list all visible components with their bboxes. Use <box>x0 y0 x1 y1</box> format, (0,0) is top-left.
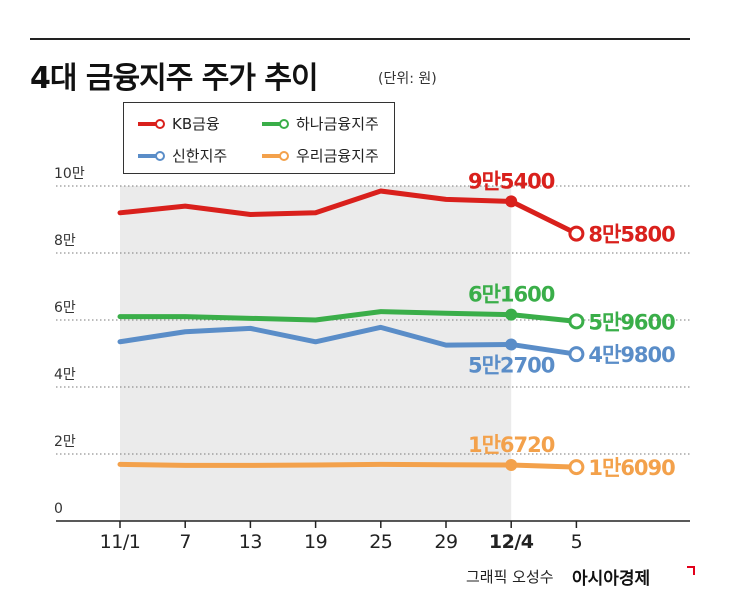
data-label-kb: 9만5400 <box>468 169 555 193</box>
legend-item-hana: 하나금융지주 <box>260 113 379 134</box>
point-marker-woori <box>505 458 518 471</box>
shaded-band <box>120 186 512 521</box>
legend-label-hana: 하나금융지주 <box>296 115 379 133</box>
y-tick-label: 6만 <box>54 300 76 316</box>
series-line-kb <box>117 188 579 237</box>
endpoint-marker-kb <box>568 225 585 242</box>
legend-item-kb: KB금융 <box>136 113 220 134</box>
series-line-shinhan <box>117 324 579 357</box>
top-rule <box>30 38 690 40</box>
y-tick-label: 0 <box>54 501 63 517</box>
unit-note: (단위: 원) <box>378 71 437 87</box>
legend-swatch-hana <box>262 118 289 129</box>
endpoint-marker-hana <box>568 313 585 330</box>
x-tick-label: 12/4 <box>489 531 534 553</box>
x-tick-label: 7 <box>179 531 191 553</box>
data-label-shinhan: 5만2700 <box>468 353 555 377</box>
endpoint-marker-woori <box>568 459 585 476</box>
y-tick-label: 10만 <box>54 166 85 182</box>
legend-swatch-shinhan <box>138 150 165 161</box>
brand-logo: 아시아경제 <box>572 569 651 589</box>
x-tick-label: 5 <box>571 531 583 553</box>
point-marker-shinhan <box>505 338 518 351</box>
x-tick-label: 13 <box>239 531 262 553</box>
chart-title: 4대 금융지주 주가 추이 <box>30 61 319 96</box>
graphic-credit: 그래픽 오성수 <box>466 568 554 586</box>
x-tick-label: 29 <box>434 531 457 553</box>
legend-label-shinhan: 신한지주 <box>172 147 228 165</box>
data-label-hana: 5만9600 <box>588 310 675 334</box>
legend-label-woori: 우리금융지주 <box>296 147 379 165</box>
x-tick-label: 11/1 <box>100 531 141 553</box>
legend-item-shinhan: 신한지주 <box>136 145 227 166</box>
series-line-woori <box>117 461 579 470</box>
point-marker-kb <box>505 195 518 208</box>
legend-swatch-woori <box>262 150 289 161</box>
y-tick-label: 8만 <box>54 233 76 249</box>
data-label-hana: 6만1600 <box>468 283 555 307</box>
legend: KB금융 하나금융지주 신한지주 우리금융지주 <box>123 102 395 174</box>
x-tick-label: 25 <box>369 531 392 553</box>
legend-label-kb: KB금융 <box>172 115 220 133</box>
endpoint-marker-shinhan <box>568 346 585 363</box>
point-marker-hana <box>505 308 518 321</box>
legend-swatch-kb <box>138 118 165 129</box>
data-label-shinhan: 4만9800 <box>588 343 675 367</box>
data-label-kb: 8만5800 <box>588 223 675 247</box>
x-tick-label: 19 <box>304 531 327 553</box>
y-tick-label: 2만 <box>54 434 76 450</box>
brand-mark-icon <box>687 566 695 575</box>
data-label-woori: 1만6090 <box>588 456 675 480</box>
legend-item-woori: 우리금융지주 <box>260 145 379 166</box>
data-label-woori: 1만6720 <box>468 433 555 457</box>
y-tick-label: 4만 <box>54 367 76 383</box>
series-line-hana <box>117 309 579 324</box>
